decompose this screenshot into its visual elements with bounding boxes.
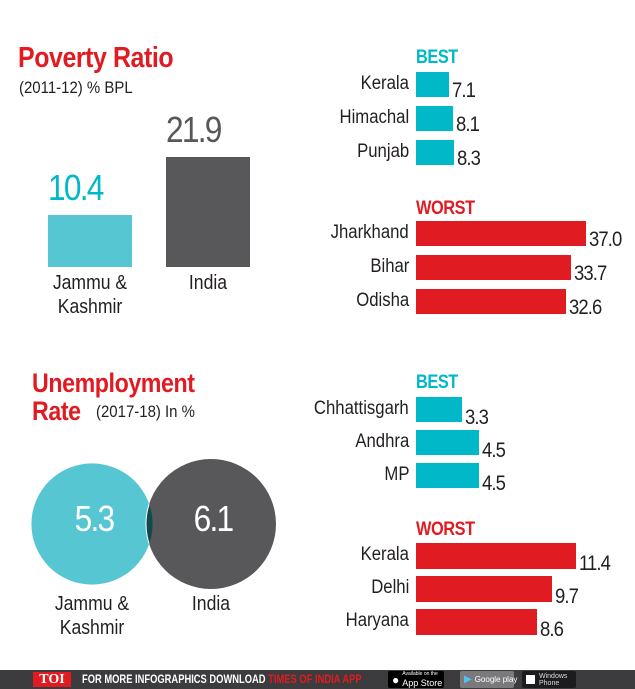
unemployment-title-line2: Rate (32, 396, 81, 426)
bar-value-label: 37.0 (589, 227, 622, 251)
app-store-text: App Store (402, 678, 443, 688)
windows-icon (526, 675, 535, 684)
windows-text-line1: Windows (539, 672, 568, 680)
bar-value-label: 4.5 (482, 438, 506, 462)
bubble-value-0: 5.3 (74, 498, 116, 539)
footer-promo: FOR MORE INFOGRAPHICS DOWNLOAD TIMES OF … (82, 670, 362, 689)
apple-icon: ● (392, 672, 400, 687)
group-label-best: BEST (416, 47, 458, 68)
bar-value-label: 33.7 (573, 261, 607, 285)
google-play-badge[interactable]: ▶ Google play (460, 671, 517, 688)
poverty-category-line: India (188, 272, 228, 294)
bubble-category-line: Jammu & (54, 593, 130, 615)
bar-category-label: Odisha (356, 289, 409, 311)
bubble-overlap (145, 463, 153, 585)
poverty-bar-category-1: India (159, 271, 258, 295)
bubble-category-line: India (191, 593, 231, 615)
bar-category-label: Chhattisgarh (314, 397, 409, 419)
bar-value-label: 4.5 (482, 471, 506, 495)
bar-row: Bihar 33.7 (0, 255, 635, 285)
bar-mark-1 (416, 106, 454, 131)
bar-category-label: Delhi (370, 577, 409, 598)
bubble-0 (31, 463, 153, 585)
bar-value-label: 8.3 (457, 146, 481, 170)
poverty-title: Poverty Ratio (18, 42, 174, 74)
poverty-bar-value-0: 10.4 (48, 166, 104, 208)
bar-value-label: 11.4 (579, 552, 611, 575)
unemployment-subtitle: (2017-18) In % (96, 402, 195, 421)
bar-category-label: Andhra (355, 430, 409, 452)
bubble-value-1: 6.1 (193, 498, 235, 539)
bar-row: Punjab 8.3 (0, 140, 635, 170)
bar-row: Odisha 32.6 (0, 289, 635, 319)
poverty-best-chart: BEST Kerala 7.1 Himachal 8.1 Punjab 8.3 (0, 0, 635, 340)
app-store-badge[interactable]: ● Available on the App Store (388, 671, 444, 688)
windows-phone-badge[interactable]: Windows Phone (522, 671, 576, 688)
poverty-bar-0 (48, 214, 132, 267)
google-play-text: Google play (474, 675, 518, 684)
bar-mark-1 (416, 255, 571, 280)
bubble-svg (31, 459, 276, 589)
bar-value-label: 8.1 (456, 112, 480, 136)
group-label-worst: WORST (416, 519, 475, 540)
windows-text-line2: Phone (539, 679, 560, 687)
bar-category-label: Bihar (369, 255, 409, 277)
play-icon: ▶ (464, 674, 472, 685)
bar-row: Jharkhand 37.0 (0, 221, 635, 251)
app-store-small-text: Available on the (402, 671, 438, 677)
bar-category-label: MP (383, 463, 409, 485)
bar-category-label: Kerala (360, 72, 409, 94)
unemployment-bubble-chart: 5.3 Jammu & Kashmir 6.1 India (0, 440, 300, 650)
bubble-1 (146, 459, 276, 589)
bar-category-label: Punjab (356, 140, 409, 162)
toi-logo: TOI (33, 672, 71, 687)
poverty-worst-chart: WORST Jharkhand 37.0 Bihar 33.7 Odisha 32.6 (0, 0, 635, 340)
bar-mark-1 (416, 430, 480, 455)
bar-mark-2 (416, 289, 566, 314)
group-label-best: BEST (416, 372, 458, 393)
bar-category-label: Himachal (339, 106, 409, 128)
bar-category-label: Haryana (345, 610, 409, 631)
poverty-category-line: Kashmir (57, 296, 123, 318)
unemployment-title: Unemployment Rate (32, 369, 195, 425)
bubble-category-line: Kashmir (59, 617, 125, 639)
bar-value-label: 8.6 (539, 618, 564, 641)
unemployment-title-line1: Unemployment (32, 368, 195, 398)
bar-value-label: 3.3 (465, 405, 489, 429)
bar-mark-0 (416, 543, 576, 569)
group-label-worst: WORST (416, 198, 475, 219)
bar-mark-2 (416, 140, 455, 165)
bar-mark-2 (416, 463, 480, 488)
footer-app-name: TIMES OF INDIA APP (268, 672, 362, 686)
bar-mark-0 (416, 221, 586, 246)
poverty-bar-value-1: 21.9 (166, 109, 222, 150)
bar-mark-1 (416, 576, 553, 602)
footer-promo-text: FOR MORE INFOGRAPHICS DOWNLOAD (82, 672, 266, 686)
bar-category-label: Jharkhand (330, 221, 409, 243)
bar-mark-2 (416, 609, 537, 635)
bubble-category-0: Jammu & Kashmir (48, 592, 136, 640)
bar-row: Kerala 7.1 (0, 72, 635, 102)
bubble-category-1: India (167, 592, 255, 616)
bar-value-label: 9.7 (555, 585, 579, 608)
poverty-subtitle: (2011-12) % BPL (19, 78, 133, 97)
bar-mark-0 (416, 72, 449, 97)
bar-category-label: Kerala (360, 544, 409, 565)
poverty-bar-1 (166, 157, 250, 267)
bar-value-label: 32.6 (568, 295, 602, 319)
bar-row: Himachal 8.1 (0, 106, 635, 136)
footer-banner: TOI FOR MORE INFOGRAPHICS DOWNLOAD TIMES… (0, 670, 635, 689)
bar-value-label: 7.1 (451, 78, 476, 102)
poverty-bar-category-0: Jammu & Kashmir (41, 271, 140, 319)
bar-mark-0 (416, 397, 463, 422)
poverty-category-line: Jammu & (52, 272, 128, 294)
poverty-vertical-bar-chart: 10.4 Jammu & Kashmir 21.9 India (0, 0, 300, 340)
